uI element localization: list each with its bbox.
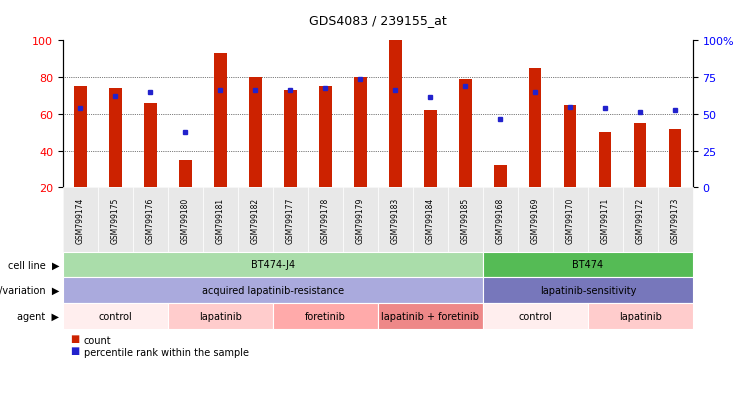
Text: GSM799180: GSM799180 [181,197,190,243]
Bar [425,111,436,188]
Bar [564,105,576,188]
Text: acquired lapatinib-resistance: acquired lapatinib-resistance [202,285,344,295]
Text: control: control [99,311,133,321]
Text: percentile rank within the sample: percentile rank within the sample [84,347,249,357]
Bar [634,124,646,188]
Bar [354,78,367,188]
Bar [494,166,507,188]
Text: BT474: BT474 [572,260,603,270]
Bar [214,54,227,188]
Text: GSM799176: GSM799176 [146,197,155,243]
Bar [599,133,611,188]
Text: GSM799179: GSM799179 [356,197,365,243]
Text: GDS4083 / 239155_at: GDS4083 / 239155_at [309,14,447,27]
Bar [389,41,402,188]
Bar [249,78,262,188]
Bar [144,104,156,188]
Bar [110,89,122,188]
Text: ■: ■ [70,345,79,355]
Text: GSM799173: GSM799173 [671,197,679,243]
Text: BT474-J4: BT474-J4 [251,260,295,270]
Text: count: count [84,335,111,345]
Text: GSM799174: GSM799174 [76,197,85,243]
Text: GSM799172: GSM799172 [636,197,645,243]
Text: GSM799185: GSM799185 [461,197,470,243]
Bar [285,91,296,188]
Text: GSM799181: GSM799181 [216,197,225,243]
Text: foretinib: foretinib [305,311,346,321]
Text: GSM799183: GSM799183 [391,197,400,243]
Bar [319,87,331,188]
Text: GSM799175: GSM799175 [111,197,120,243]
Text: GSM799177: GSM799177 [286,197,295,243]
Text: GSM799171: GSM799171 [601,197,610,243]
Text: GSM799182: GSM799182 [251,197,260,243]
Bar [669,129,682,188]
Text: GSM799178: GSM799178 [321,197,330,243]
Text: GSM799170: GSM799170 [566,197,575,243]
Text: GSM799184: GSM799184 [426,197,435,243]
Text: cell line  ▶: cell line ▶ [7,260,59,270]
Bar [74,87,87,188]
Text: control: control [519,311,552,321]
Text: GSM799168: GSM799168 [496,197,505,243]
Text: ■: ■ [70,333,79,343]
Text: agent  ▶: agent ▶ [17,311,59,321]
Bar [529,69,542,188]
Text: genotype/variation  ▶: genotype/variation ▶ [0,285,59,295]
Bar [459,80,471,188]
Text: lapatinib + foretinib: lapatinib + foretinib [382,311,479,321]
Text: lapatinib-sensitivity: lapatinib-sensitivity [539,285,636,295]
Text: GSM799169: GSM799169 [531,197,540,243]
Text: lapatinib: lapatinib [199,311,242,321]
Text: lapatinib: lapatinib [619,311,662,321]
Bar [179,160,192,188]
